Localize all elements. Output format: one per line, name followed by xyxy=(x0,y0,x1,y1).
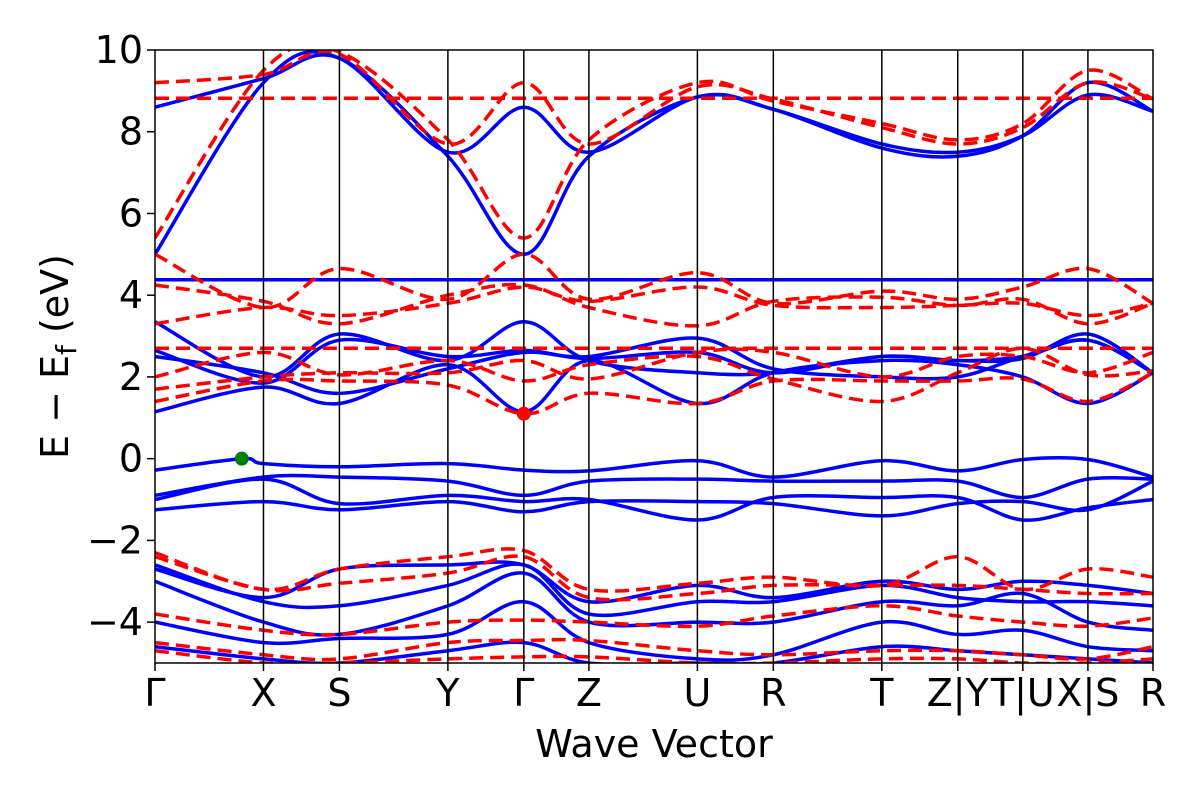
y-axis-label-sub: f xyxy=(50,344,83,355)
dashed-band-25 xyxy=(155,347,1153,391)
x-tick-label: Z|Y xyxy=(927,671,990,716)
x-tick-label: X xyxy=(250,671,276,715)
y-tick-label: 2 xyxy=(119,355,143,399)
dashed-band-24 xyxy=(155,371,1153,416)
cbm-marker xyxy=(516,406,531,421)
x-tick-label: R xyxy=(760,671,786,715)
y-tick-label: −2 xyxy=(87,518,143,562)
y-tick-label: 6 xyxy=(119,191,143,235)
y-axis-label-unit: (eV) xyxy=(33,254,77,345)
dashed-band-19 xyxy=(155,252,1153,310)
solid-band-2 xyxy=(155,473,1153,500)
y-axis-ticks: −4 −2 0 2 4 6 8 10 xyxy=(87,28,155,644)
solid-band-1 xyxy=(155,455,1153,479)
x-tick-label: T xyxy=(869,671,894,715)
x-tick-label: S xyxy=(327,671,351,715)
dashed-band-20 xyxy=(155,282,1153,328)
x-tick-label: Z xyxy=(576,671,602,715)
solid-band-7 xyxy=(155,320,1153,379)
extrema-markers xyxy=(234,406,531,466)
x-tick-label: Y xyxy=(435,671,460,715)
y-tick-label: 10 xyxy=(95,28,143,72)
dashed-band-21 xyxy=(155,285,1153,326)
y-tick-label: −4 xyxy=(87,600,143,644)
vbm-marker xyxy=(234,451,249,466)
x-axis-label: Wave Vector xyxy=(535,722,773,766)
x-tick-label: U xyxy=(683,671,711,715)
x-tick-label: X|S xyxy=(1056,671,1119,716)
solid-band-10 xyxy=(155,53,1153,155)
y-tick-label: 4 xyxy=(119,273,143,317)
high-symmetry-lines xyxy=(262,50,1089,663)
x-tick-label: Γ xyxy=(513,671,534,715)
y-tick-label: 0 xyxy=(119,437,143,481)
band-lines xyxy=(155,50,1153,663)
x-axis-ticks: Γ X S Y Γ Z U R T Z|Y T|U X|S R xyxy=(144,663,1166,716)
x-tick-label: Γ xyxy=(144,671,165,715)
dashed-band-28 xyxy=(155,604,1153,637)
x-tick-label: T|U xyxy=(990,671,1055,716)
y-axis-label-main: E − E xyxy=(33,355,77,459)
y-axis-label: E − Ef (eV) xyxy=(33,254,83,459)
dashed-band-29 xyxy=(155,637,1153,662)
solid-band-9 xyxy=(155,50,1153,257)
plot-frame xyxy=(154,49,1154,664)
solid-band-3 xyxy=(155,477,1153,522)
solid-band-8 xyxy=(155,337,1153,385)
x-tick-label: R xyxy=(1140,671,1166,715)
solid-band-4 xyxy=(155,479,1153,518)
y-tick-label: 8 xyxy=(119,110,143,154)
dashed-band-17 xyxy=(155,50,1153,240)
